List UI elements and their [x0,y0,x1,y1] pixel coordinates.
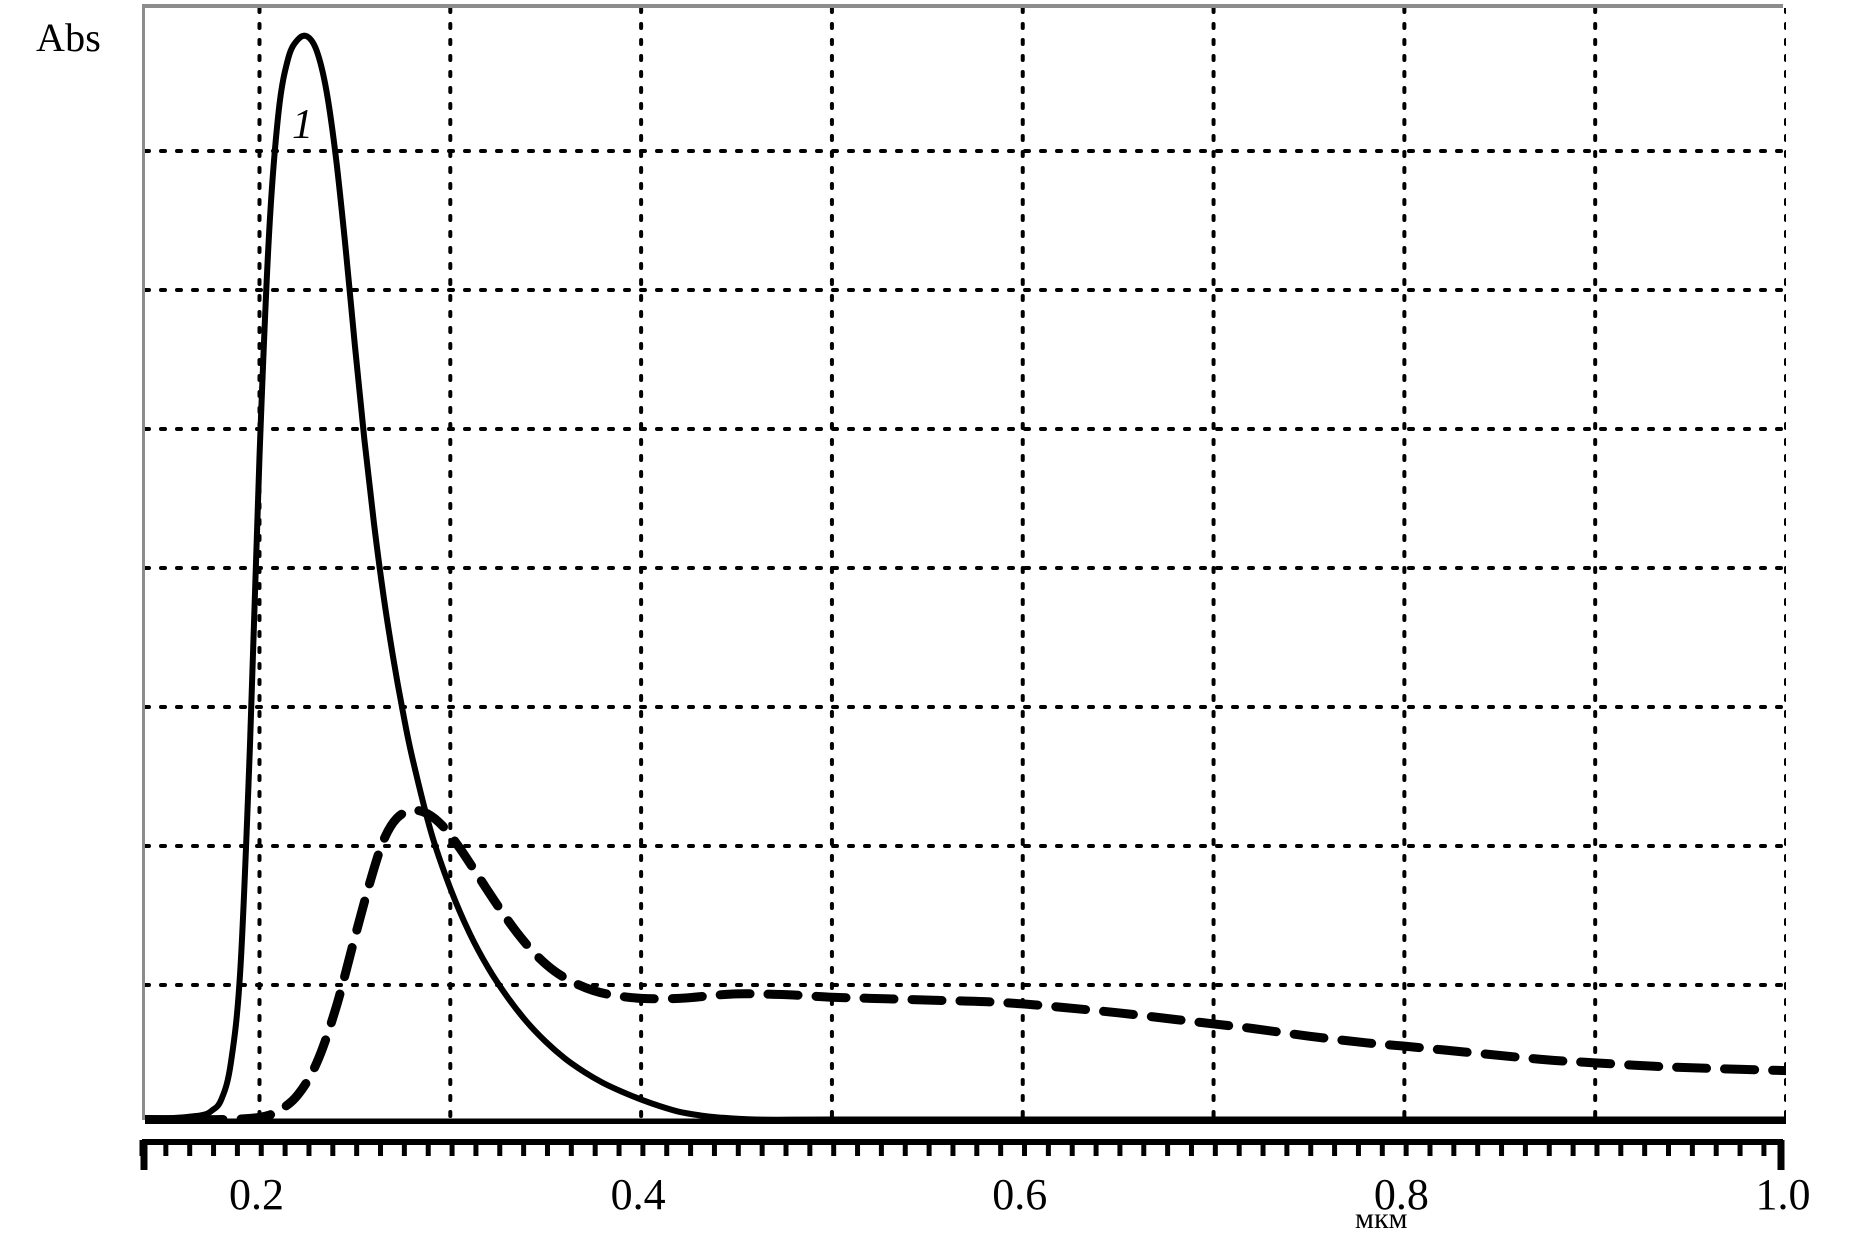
curve-1 [145,32,1786,1123]
plot-canvas [145,8,1786,1124]
curve-label-1: 1 [292,102,313,148]
x-tick-label-0-4: 0.4 [610,1170,666,1219]
plot-area [142,4,1786,1124]
x-tick-label-1-0: 1.0 [1755,1170,1811,1219]
x-axis-ruler [139,1139,1785,1170]
x-tick-label-0-2: 0.2 [228,1170,284,1219]
x-axis-unit-label: мкм [1355,1202,1408,1235]
x-tick-label-0-6: 0.6 [992,1170,1048,1219]
x-axis-tick-labels: 0.2 0.4 0.6 0.8 1.0 [0,1172,1871,1228]
x-tick-label-0-8: 0.8 [1373,1170,1429,1219]
y-axis-label: Abs [36,15,102,60]
curve-2 [145,805,1786,1124]
